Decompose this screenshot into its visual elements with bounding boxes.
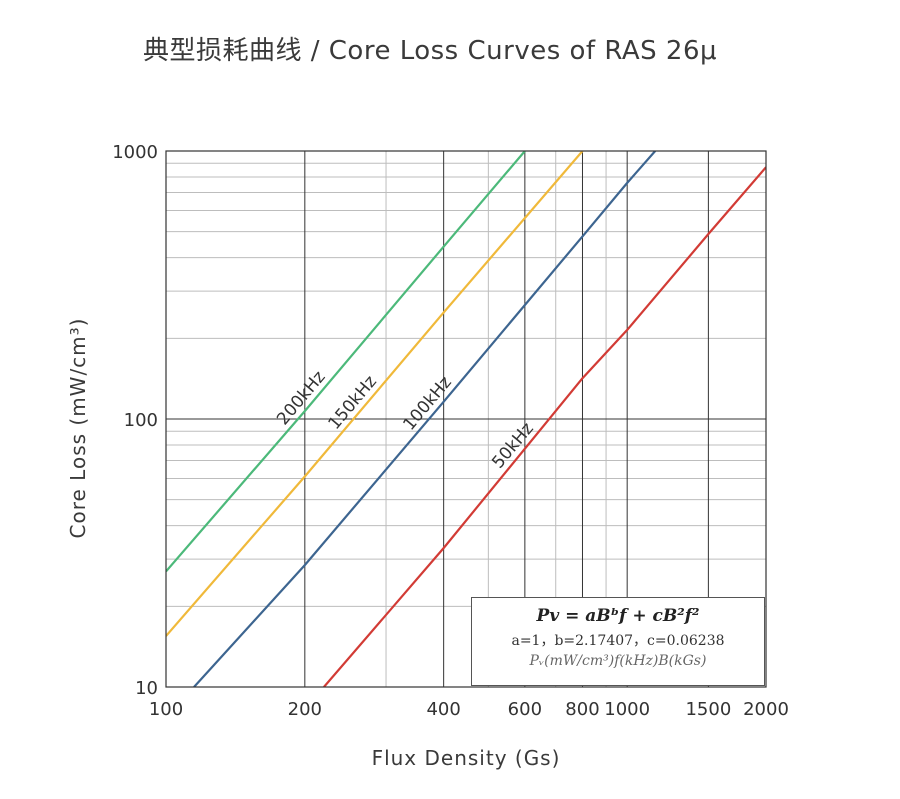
plot-frame: [165, 150, 767, 688]
series-line-100kHz: [193, 151, 657, 687]
curve-label-200kHz: 200kHz: [273, 367, 330, 429]
x-tick-label: 200: [288, 699, 322, 720]
y-tick-label: 100: [124, 410, 158, 431]
curve-label-100kHz: 100kHz: [399, 373, 456, 435]
x-axis-label: Flux Density (Gs): [371, 746, 561, 770]
x-tick-label: 2000: [743, 699, 789, 720]
formula-box: Pv = aBᵇf + cB²f² a=1，b=2.17407，c=0.0623…: [471, 597, 765, 686]
x-tick-label: 1000: [604, 699, 650, 720]
x-tick-label: 1500: [685, 699, 731, 720]
y-tick-label: 10: [135, 678, 158, 699]
formula-coefficients: a=1，b=2.17407，c=0.06238: [511, 633, 725, 649]
series-line-50kHz: [323, 166, 766, 687]
x-tick-label: 800: [565, 699, 599, 720]
curve-label-150kHz: 150kHz: [325, 372, 382, 434]
x-tick-label: 600: [508, 699, 542, 720]
series-line-150kHz: [166, 151, 584, 637]
y-tick-label: 1000: [112, 142, 158, 163]
y-axis-label: Core Loss (mW/cm³): [66, 317, 90, 539]
formula-units: Pᵥ(mW/cm³)f(kHz)B(kGs): [529, 653, 707, 669]
x-tick-label: 400: [426, 699, 460, 720]
x-tick-label: 100: [149, 699, 183, 720]
formula-equation: Pv = aBᵇf + cB²f²: [536, 606, 700, 626]
chart-title: 典型损耗曲线 / Core Loss Curves of RAS 26μ: [142, 36, 718, 66]
series-line-200kHz: [166, 151, 526, 573]
